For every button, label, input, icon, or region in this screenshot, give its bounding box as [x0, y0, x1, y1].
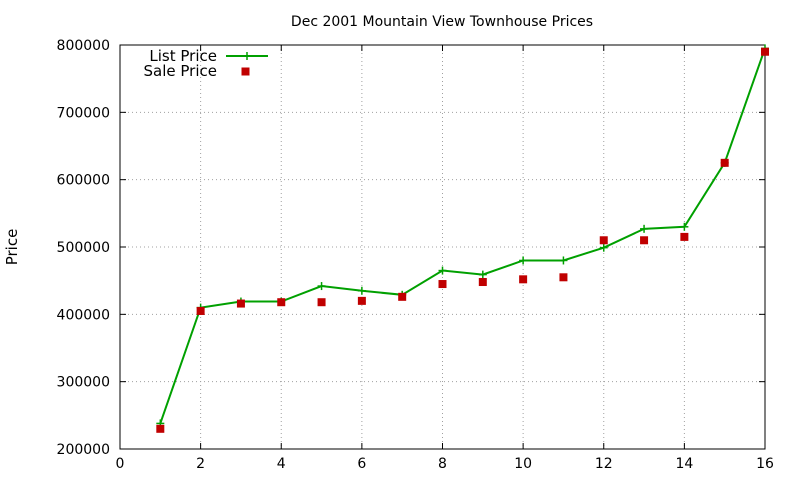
axis-ticks: [119, 44, 766, 450]
sale-price-point: [478, 278, 487, 287]
x-tick-label: 0: [116, 456, 125, 472]
grid-lines: [120, 45, 765, 449]
series-line-list-price: [159, 48, 766, 424]
list-price-point: [599, 243, 608, 252]
y-tick-label: 600000: [57, 173, 110, 189]
y-tick-label: 200000: [57, 442, 110, 458]
x-tick-label: 6: [357, 456, 366, 472]
y-tick-labels: 200000 300000 400000 500000 600000 700000 8000…: [57, 38, 110, 458]
list-price-point: [519, 256, 528, 265]
list-price-point: [478, 270, 487, 279]
legend-swatch-sale-price: [241, 67, 250, 76]
sale-price-point: [680, 232, 689, 241]
x-tick-label: 8: [438, 456, 447, 472]
list-price-point: [559, 256, 568, 265]
y-axis-label: Price: [3, 229, 21, 266]
x-tick-label: 12: [595, 456, 613, 472]
x-tick-label: 14: [675, 456, 693, 472]
sale-price-point: [761, 47, 769, 56]
sale-price-point: [277, 298, 286, 307]
list-price-point: [640, 224, 649, 233]
list-price-point: [357, 286, 366, 295]
y-tick-label: 800000: [57, 38, 110, 54]
legend: List Price Sale Price: [144, 47, 268, 80]
x-tick-label: 16: [756, 456, 774, 472]
x-tick-label: 4: [277, 456, 286, 472]
x-tick-label: 2: [196, 456, 205, 472]
list-price-point: [317, 282, 326, 291]
sale-price-point: [559, 273, 568, 282]
series-layer: [156, 44, 769, 433]
sale-price-point: [438, 280, 447, 289]
sale-price-point: [196, 306, 205, 315]
y-tick-label: 400000: [57, 307, 110, 323]
x-tick-label: 10: [514, 456, 532, 472]
sale-price-point: [720, 158, 729, 167]
sale-price-point: [236, 299, 245, 308]
chart-title: Dec 2001 Mountain View Townhouse Prices: [291, 14, 593, 30]
y-tick-label: 700000: [57, 105, 110, 121]
legend-label-list-price: List Price: [149, 47, 217, 65]
x-tick-labels: 0 2 4 6 8 10 12 14 16: [116, 456, 774, 472]
y-tick-label: 500000: [57, 240, 110, 256]
list-price-point: [438, 266, 447, 275]
sale-price-point: [599, 236, 608, 245]
legend-label-sale-price: Sale Price: [144, 62, 217, 80]
sale-price-point: [156, 424, 165, 433]
legend-marker-list-price: [243, 52, 251, 60]
sale-price-point: [398, 292, 407, 301]
sale-price-point: [317, 298, 326, 307]
legend-plus-marker: [243, 52, 251, 60]
sale-price-point: [519, 275, 528, 284]
sale-price-point: [357, 296, 366, 305]
sale-price-point: [640, 236, 649, 245]
y-tick-label: 300000: [57, 375, 110, 391]
list-price-point: [680, 222, 689, 231]
